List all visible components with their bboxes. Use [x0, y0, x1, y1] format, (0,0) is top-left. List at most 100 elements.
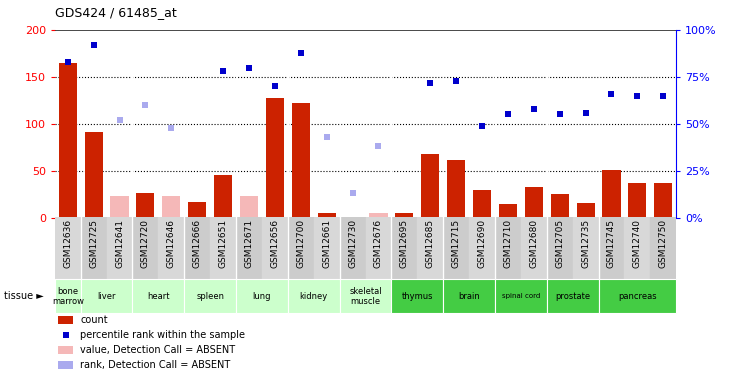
Bar: [236, 217, 262, 279]
Bar: [317, 213, 336, 217]
Text: thymus: thymus: [401, 292, 433, 301]
Bar: [236, 279, 288, 313]
Bar: [499, 204, 517, 218]
Bar: [80, 217, 107, 279]
Bar: [525, 187, 543, 218]
Bar: [132, 279, 184, 313]
Bar: [262, 217, 288, 279]
Bar: [58, 346, 73, 354]
Text: GSM12656: GSM12656: [270, 219, 279, 268]
Bar: [188, 202, 206, 217]
Bar: [577, 202, 594, 217]
Text: GSM12695: GSM12695: [400, 219, 409, 268]
Bar: [184, 217, 211, 279]
Bar: [391, 279, 443, 313]
Bar: [602, 170, 621, 217]
Bar: [184, 279, 236, 313]
Text: GSM12700: GSM12700: [296, 219, 306, 268]
Text: GSM12685: GSM12685: [425, 219, 435, 268]
Bar: [314, 217, 340, 279]
Text: GSM12636: GSM12636: [64, 219, 72, 268]
Bar: [395, 213, 414, 217]
Text: liver: liver: [97, 292, 115, 301]
Bar: [288, 217, 314, 279]
Bar: [55, 217, 80, 279]
Bar: [495, 217, 520, 279]
Bar: [421, 154, 439, 218]
Bar: [162, 196, 181, 217]
Bar: [369, 213, 387, 217]
Text: tissue ►: tissue ►: [4, 291, 43, 301]
Text: GSM12730: GSM12730: [348, 219, 357, 268]
Bar: [547, 279, 599, 313]
Text: GSM12740: GSM12740: [633, 219, 642, 268]
Bar: [55, 217, 676, 279]
Bar: [599, 279, 676, 313]
Text: GSM12705: GSM12705: [555, 219, 564, 268]
Text: kidney: kidney: [300, 292, 327, 301]
Text: GSM12671: GSM12671: [244, 219, 254, 268]
Bar: [391, 217, 417, 279]
Bar: [214, 176, 232, 217]
Bar: [547, 217, 572, 279]
Text: GSM12720: GSM12720: [141, 219, 150, 268]
Bar: [624, 217, 651, 279]
Text: GSM12715: GSM12715: [452, 219, 461, 268]
Bar: [292, 103, 310, 218]
Text: GSM12641: GSM12641: [115, 219, 124, 268]
Bar: [58, 316, 73, 324]
Text: brain: brain: [458, 292, 480, 301]
Text: percentile rank within the sample: percentile rank within the sample: [80, 330, 246, 340]
Text: count: count: [80, 315, 108, 325]
Bar: [85, 132, 103, 218]
Text: GSM12646: GSM12646: [167, 219, 176, 268]
Text: GDS424 / 61485_at: GDS424 / 61485_at: [55, 6, 177, 19]
Bar: [110, 196, 129, 217]
Bar: [132, 217, 159, 279]
Text: pancreas: pancreas: [618, 292, 656, 301]
Text: value, Detection Call = ABSENT: value, Detection Call = ABSENT: [80, 345, 235, 355]
Bar: [240, 196, 258, 217]
Bar: [107, 217, 132, 279]
Bar: [159, 217, 184, 279]
Text: GSM12745: GSM12745: [607, 219, 616, 268]
Bar: [443, 279, 495, 313]
Bar: [417, 217, 443, 279]
Bar: [55, 279, 80, 313]
Text: heart: heart: [147, 292, 170, 301]
Bar: [495, 279, 547, 313]
Text: bone
marrow: bone marrow: [52, 286, 84, 306]
Bar: [654, 183, 673, 218]
Bar: [137, 193, 154, 217]
Text: lung: lung: [253, 292, 271, 301]
Text: GSM12680: GSM12680: [529, 219, 538, 268]
Text: GSM12710: GSM12710: [504, 219, 512, 268]
Text: GSM12676: GSM12676: [374, 219, 383, 268]
Bar: [340, 279, 391, 313]
Text: skeletal
muscle: skeletal muscle: [349, 286, 382, 306]
Bar: [288, 279, 340, 313]
Bar: [521, 217, 547, 279]
Bar: [572, 217, 599, 279]
Bar: [366, 217, 391, 279]
Text: GSM12735: GSM12735: [581, 219, 590, 268]
Text: GSM12651: GSM12651: [219, 219, 227, 268]
Text: GSM12690: GSM12690: [477, 219, 487, 268]
Text: GSM12666: GSM12666: [193, 219, 202, 268]
Text: spinal cord: spinal cord: [501, 293, 540, 299]
Bar: [58, 362, 73, 369]
Bar: [340, 217, 366, 279]
Text: rank, Detection Call = ABSENT: rank, Detection Call = ABSENT: [80, 360, 231, 370]
Text: GSM12750: GSM12750: [659, 219, 667, 268]
Bar: [447, 160, 465, 218]
Bar: [469, 217, 495, 279]
Bar: [651, 217, 676, 279]
Bar: [211, 217, 236, 279]
Bar: [550, 194, 569, 217]
Text: GSM12661: GSM12661: [322, 219, 331, 268]
Text: GSM12725: GSM12725: [89, 219, 98, 268]
Bar: [599, 217, 624, 279]
Bar: [473, 190, 491, 217]
Bar: [266, 98, 284, 218]
Bar: [58, 63, 77, 217]
